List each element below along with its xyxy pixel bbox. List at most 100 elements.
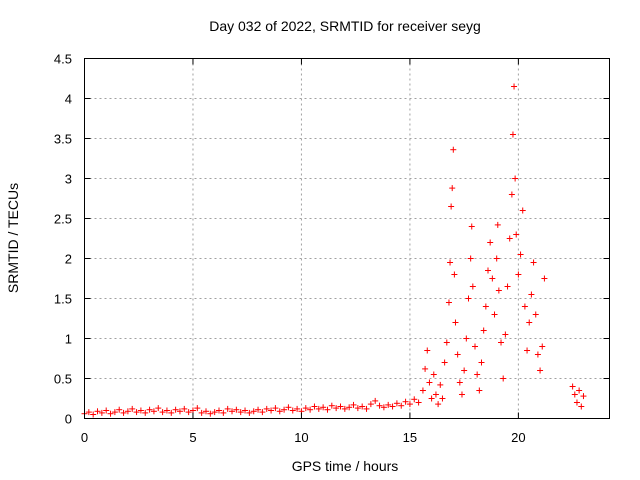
data-point bbox=[402, 398, 409, 405]
data-point bbox=[320, 404, 327, 411]
data-point bbox=[573, 399, 580, 406]
data-point bbox=[580, 393, 587, 400]
data-point bbox=[539, 343, 546, 350]
data-point bbox=[163, 407, 170, 414]
data-points bbox=[81, 83, 587, 418]
x-tick-label: 15 bbox=[403, 430, 417, 445]
data-point bbox=[346, 404, 353, 411]
data-point bbox=[528, 291, 535, 298]
data-point bbox=[495, 287, 502, 294]
data-point bbox=[237, 409, 244, 416]
y-tick-labels: 0 0.5 1 1.5 2 2.5 3 3.5 4 4.5 bbox=[54, 52, 72, 427]
data-point bbox=[294, 405, 301, 412]
data-point bbox=[354, 405, 361, 412]
x-tick-label: 10 bbox=[294, 430, 308, 445]
data-point bbox=[476, 387, 483, 394]
x-tick-label: 20 bbox=[511, 430, 525, 445]
data-point bbox=[259, 409, 266, 416]
data-point bbox=[380, 404, 387, 411]
data-point bbox=[506, 235, 513, 242]
data-point bbox=[515, 271, 522, 278]
data-point bbox=[578, 403, 585, 410]
data-point bbox=[504, 283, 511, 290]
data-point bbox=[137, 407, 144, 414]
data-point bbox=[333, 405, 340, 412]
data-point bbox=[120, 409, 127, 416]
data-point bbox=[233, 406, 240, 413]
x-axis-label: GPS time / hours bbox=[292, 458, 399, 474]
data-point bbox=[103, 407, 110, 414]
y-tick-label: 1 bbox=[65, 332, 72, 347]
data-point bbox=[530, 259, 537, 266]
data-point bbox=[211, 409, 218, 416]
y-tick-label: 2 bbox=[65, 252, 72, 267]
data-point bbox=[359, 403, 366, 410]
data-point bbox=[159, 409, 166, 416]
data-point bbox=[307, 406, 314, 413]
data-point bbox=[98, 409, 105, 416]
data-point bbox=[498, 339, 505, 346]
data-point bbox=[450, 146, 457, 153]
data-point bbox=[419, 387, 426, 394]
data-point bbox=[511, 83, 518, 90]
data-point bbox=[441, 359, 448, 366]
data-point bbox=[185, 409, 192, 416]
data-point bbox=[456, 379, 463, 386]
data-point bbox=[107, 410, 114, 417]
data-point bbox=[571, 391, 578, 398]
data-point bbox=[426, 379, 433, 386]
data-point bbox=[521, 303, 528, 310]
data-point bbox=[432, 391, 439, 398]
data-point bbox=[489, 275, 496, 282]
data-point bbox=[430, 371, 437, 378]
data-point bbox=[133, 409, 140, 416]
x-tick-label: 5 bbox=[189, 430, 196, 445]
data-point bbox=[491, 311, 498, 318]
data-point bbox=[513, 231, 520, 238]
data-point bbox=[509, 131, 516, 138]
y-axis-label: SRMTID / TECUs bbox=[5, 183, 21, 293]
data-point bbox=[422, 365, 429, 372]
data-point bbox=[406, 401, 413, 408]
data-point bbox=[168, 409, 175, 416]
x-tick-label: 0 bbox=[81, 430, 88, 445]
data-point bbox=[451, 271, 458, 278]
data-point bbox=[268, 407, 275, 414]
data-point bbox=[263, 405, 270, 412]
data-point bbox=[465, 295, 472, 302]
data-point bbox=[302, 405, 309, 412]
data-point bbox=[272, 405, 279, 412]
data-point bbox=[424, 347, 431, 354]
data-point bbox=[537, 367, 544, 374]
axis-ticks bbox=[84, 58, 610, 419]
data-point bbox=[281, 406, 288, 413]
data-point bbox=[576, 387, 583, 394]
data-point bbox=[246, 409, 253, 416]
data-point bbox=[146, 406, 153, 413]
data-point bbox=[482, 303, 489, 310]
data-point bbox=[255, 406, 262, 413]
data-point bbox=[437, 381, 444, 388]
data-point bbox=[337, 403, 344, 410]
data-point bbox=[467, 255, 474, 262]
data-point bbox=[428, 395, 435, 402]
data-point bbox=[435, 401, 442, 408]
data-point bbox=[532, 311, 539, 318]
data-point bbox=[449, 185, 456, 192]
data-point bbox=[181, 405, 188, 412]
data-point bbox=[468, 223, 475, 230]
data-point bbox=[220, 409, 227, 416]
y-tick-label: 3 bbox=[65, 172, 72, 187]
data-point bbox=[176, 408, 183, 415]
data-point bbox=[443, 339, 450, 346]
data-point bbox=[311, 403, 318, 410]
data-point bbox=[202, 408, 209, 415]
data-point bbox=[485, 267, 492, 274]
data-point bbox=[393, 400, 400, 407]
data-point bbox=[517, 251, 524, 258]
data-point bbox=[471, 343, 478, 350]
data-point bbox=[285, 404, 292, 411]
data-point bbox=[541, 275, 548, 282]
data-point bbox=[129, 405, 136, 412]
